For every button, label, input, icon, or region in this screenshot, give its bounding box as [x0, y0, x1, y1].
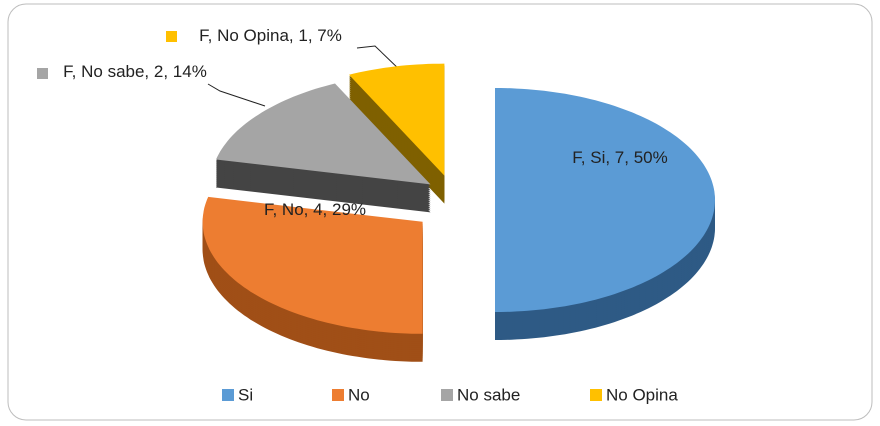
data-label: F, No sabe, 2, 14%: [63, 62, 207, 81]
slice: [216, 83, 431, 185]
slice: [349, 63, 445, 176]
legend-key: [332, 389, 344, 401]
leader-line: [356, 45, 403, 73]
data-label: F, No Opina, 1, 7%: [199, 26, 342, 45]
legend-label: No Opina: [606, 385, 678, 404]
legend-key: [441, 389, 453, 401]
leader-line: [207, 83, 266, 107]
legend-label: No sabe: [457, 385, 520, 404]
chart-border: [7, 3, 873, 421]
legend-label: No: [348, 385, 370, 404]
legend-key: [222, 389, 234, 401]
legend-label: Si: [238, 385, 253, 404]
slice: [495, 88, 715, 312]
slice: [202, 196, 423, 334]
data-label: F, Si, 7, 50%: [572, 148, 668, 167]
data-label: F, No, 4, 29%: [263, 200, 367, 219]
label-key: [166, 31, 177, 42]
legend-key: [590, 389, 602, 401]
label-key: [37, 68, 48, 79]
